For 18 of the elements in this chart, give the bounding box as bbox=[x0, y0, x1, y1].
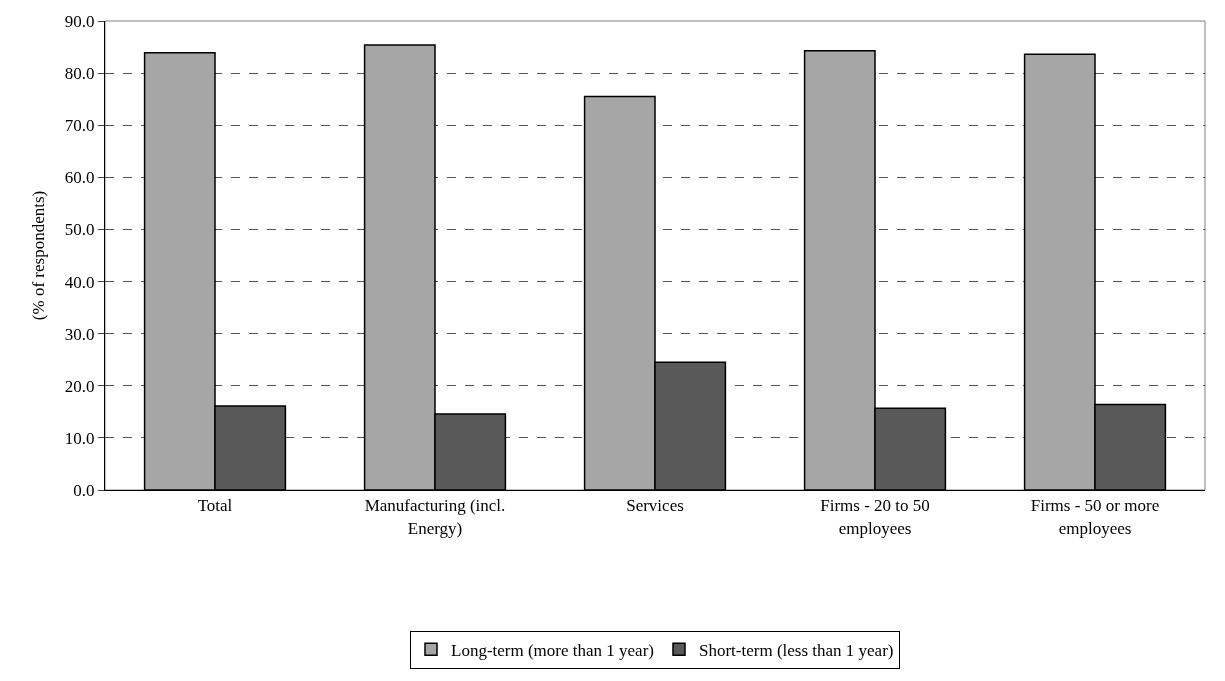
y-tick-label: 40.0 bbox=[64, 272, 95, 292]
y-tick-label: 90.0 bbox=[64, 11, 95, 31]
x-tick-label: Firms - 50 or more employees bbox=[1030, 496, 1160, 538]
x-tick-label: Manufacturing (incl. Energy) bbox=[364, 496, 506, 538]
y-tick-label: 0.0 bbox=[73, 480, 95, 500]
x-tick-label: Services bbox=[626, 496, 684, 516]
y-tick-label: 30.0 bbox=[64, 324, 95, 344]
y-tick-label: 50.0 bbox=[64, 220, 95, 240]
y-tick-label: 60.0 bbox=[64, 168, 95, 188]
y-axis-title: (% of respondents) bbox=[29, 190, 49, 321]
x-tick-label: Total bbox=[197, 496, 233, 516]
x-tick-label: Firms - 20 to 50 employees bbox=[820, 496, 930, 538]
y-tick-label: 20.0 bbox=[64, 376, 95, 396]
legend-label: Long-term (more than 1 year) bbox=[451, 640, 654, 660]
y-tick-label: 80.0 bbox=[64, 64, 95, 84]
y-tick-label: 10.0 bbox=[64, 428, 95, 448]
legend-label: Short-term (less than 1 year) bbox=[698, 640, 894, 660]
y-tick-label: 70.0 bbox=[64, 116, 95, 136]
